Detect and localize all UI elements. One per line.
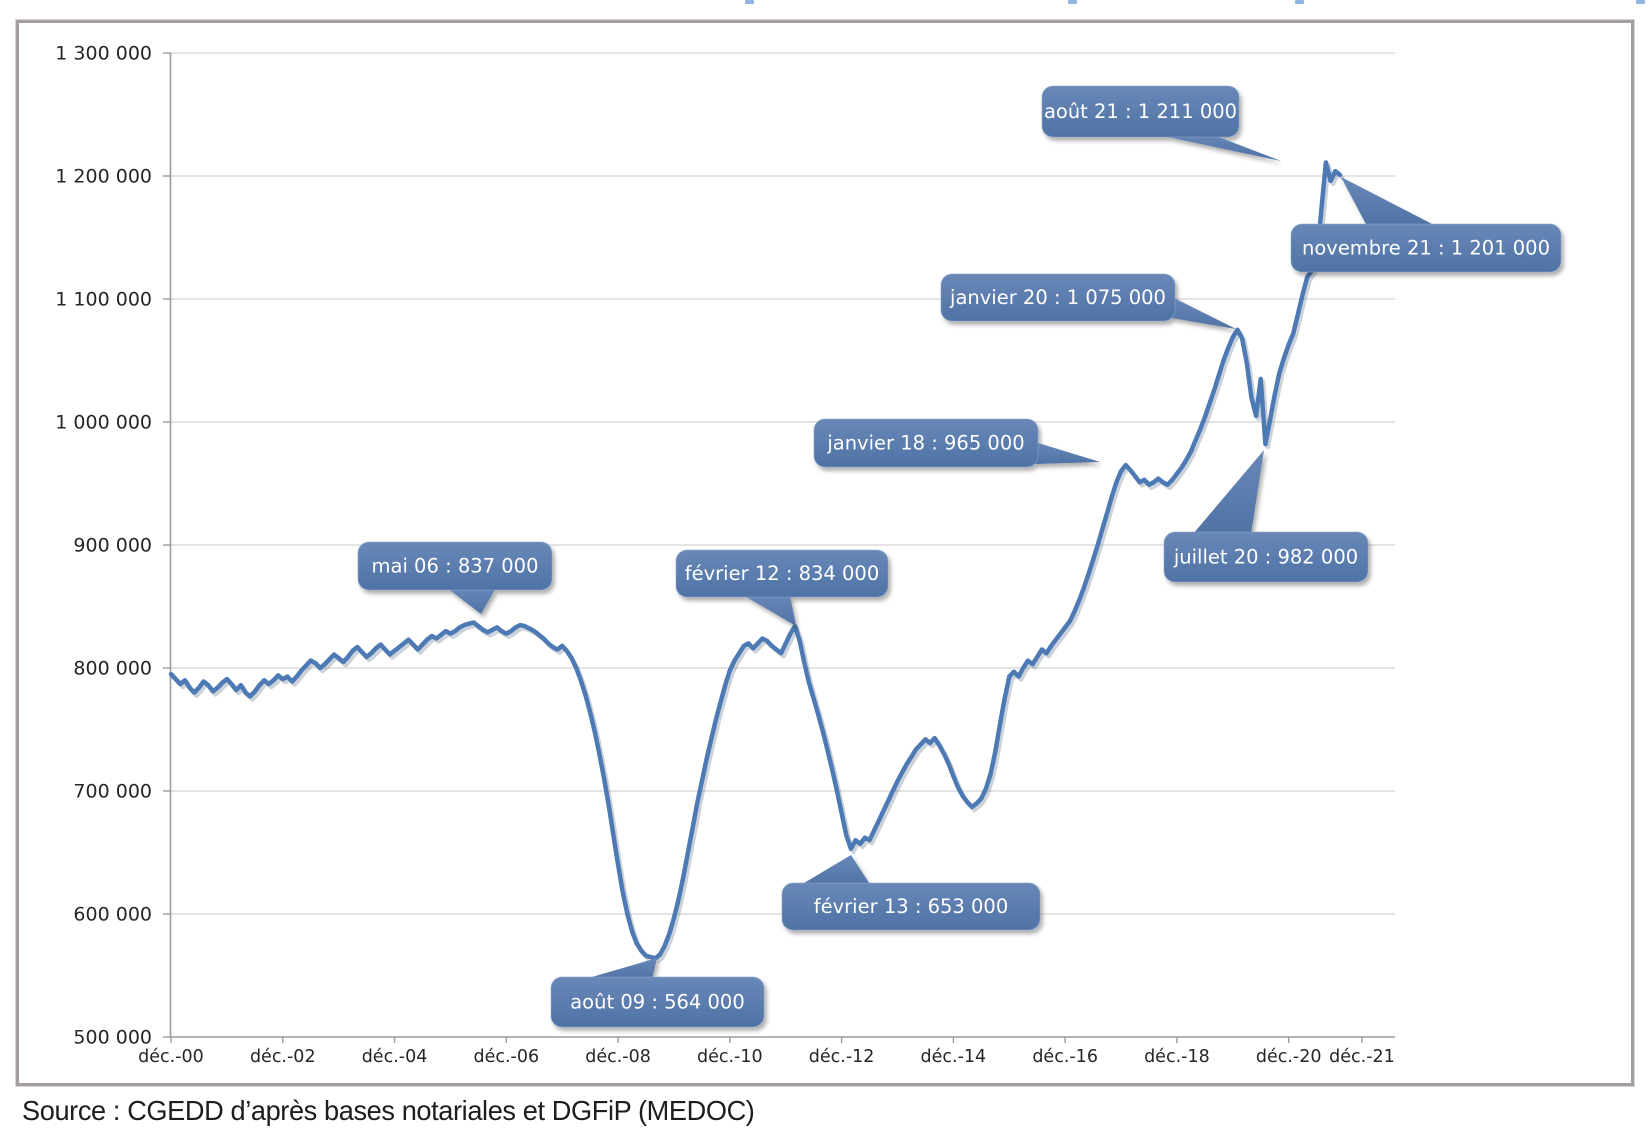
callout-label: juillet 20 : 982 000 <box>1173 546 1358 569</box>
series-line-path <box>168 160 1343 961</box>
y-axis-label: 700 000 <box>73 781 152 803</box>
cropped-title-fragment <box>1636 0 1645 4</box>
y-axis-label: 1 300 000 <box>55 43 152 65</box>
callout-tail <box>799 855 871 886</box>
callout-tail <box>1035 442 1100 464</box>
y-axis-label: 800 000 <box>73 658 152 680</box>
callout-tail <box>1144 132 1281 161</box>
callout-box <box>1163 531 1369 583</box>
callout-label: février 13 : 653 000 <box>814 895 1008 918</box>
axes <box>163 52 1395 1038</box>
callout-tail <box>585 958 657 979</box>
callout-8: août 21 : 1 211 000 <box>1041 85 1281 161</box>
callout-5: janvier 18 : 965 000 <box>813 418 1100 468</box>
x-axis-label: déc.-00 <box>138 1047 204 1067</box>
callout-label: août 09 : 564 000 <box>570 991 745 1014</box>
callout-box <box>675 549 889 598</box>
callout-6: janvier 20 : 1 075 000 <box>940 273 1236 329</box>
callout-3: février 12 : 834 000 <box>675 549 889 626</box>
callout-1: mai 06 : 837 000 <box>357 541 553 614</box>
callout-tail <box>447 586 497 614</box>
x-axis-label: déc.-21 <box>1329 1047 1395 1067</box>
x-axis-label: déc.-04 <box>362 1047 428 1067</box>
callout-box <box>1290 223 1562 273</box>
callout-7: juillet 20 : 982 000 <box>1163 450 1369 583</box>
x-axis-label: déc.-06 <box>473 1047 539 1067</box>
callout-tail <box>743 595 796 626</box>
callout-label: mai 06 : 837 000 <box>372 555 539 578</box>
callout-label: février 12 : 834 000 <box>685 562 879 585</box>
callout-tail <box>1172 297 1236 329</box>
y-axis-label: 600 000 <box>73 904 152 926</box>
y-axis-label: 1 100 000 <box>55 289 152 311</box>
callout-box <box>357 541 553 591</box>
x-axis-label: déc.-08 <box>585 1047 651 1067</box>
callout-9: novembre 21 : 1 201 000 <box>1290 177 1562 273</box>
cropped-title-fragment <box>1068 0 1077 4</box>
x-axis-label: déc.-20 <box>1256 1047 1322 1067</box>
y-axis-label: 900 000 <box>73 535 152 557</box>
x-axis-labels: déc.-00 déc.-02 déc.-04 déc.-06 déc.-08 déc.-… <box>138 1037 1395 1067</box>
y-axis-label: 1 000 000 <box>55 412 152 434</box>
callout-4: février 13 : 653 000 <box>781 855 1041 931</box>
x-axis-label: déc.-14 <box>921 1047 987 1067</box>
cropped-title-fragment <box>745 0 754 4</box>
gridlines <box>171 52 1395 915</box>
callout-label: août 21 : 1 211 000 <box>1044 100 1237 123</box>
callout-box <box>940 273 1176 322</box>
callout-label: janvier 18 : 965 000 <box>826 432 1024 455</box>
y-axis-label: 1 200 000 <box>55 166 152 188</box>
source-caption: Source : CGEDD d’après bases notariales … <box>22 1095 755 1126</box>
callout-2: août 09 : 564 000 <box>550 958 765 1028</box>
y-axis-labels: 1 300 000 1 200 000 1 100 000 1 000 000 900 … <box>55 43 152 1049</box>
callout-box <box>813 418 1039 468</box>
x-axis-label: déc.-18 <box>1144 1047 1210 1067</box>
cropped-title-fragment <box>1295 0 1304 4</box>
x-axis-label: déc.-02 <box>250 1047 316 1067</box>
callout-tail <box>1341 177 1436 226</box>
callout-box <box>1041 85 1240 138</box>
x-axis-label: déc.-10 <box>697 1047 763 1067</box>
series-line <box>168 160 1345 964</box>
x-axis-label: déc.-12 <box>809 1047 875 1067</box>
callout-box <box>781 882 1041 931</box>
y-axis-label: 500 000 <box>73 1027 152 1049</box>
x-axis-label: déc.-16 <box>1032 1047 1098 1067</box>
callout-tail <box>1193 450 1264 534</box>
callout-label: janvier 20 : 1 075 000 <box>949 286 1166 309</box>
callout-box <box>550 976 765 1028</box>
callout-label: novembre 21 : 1 201 000 <box>1302 237 1550 260</box>
